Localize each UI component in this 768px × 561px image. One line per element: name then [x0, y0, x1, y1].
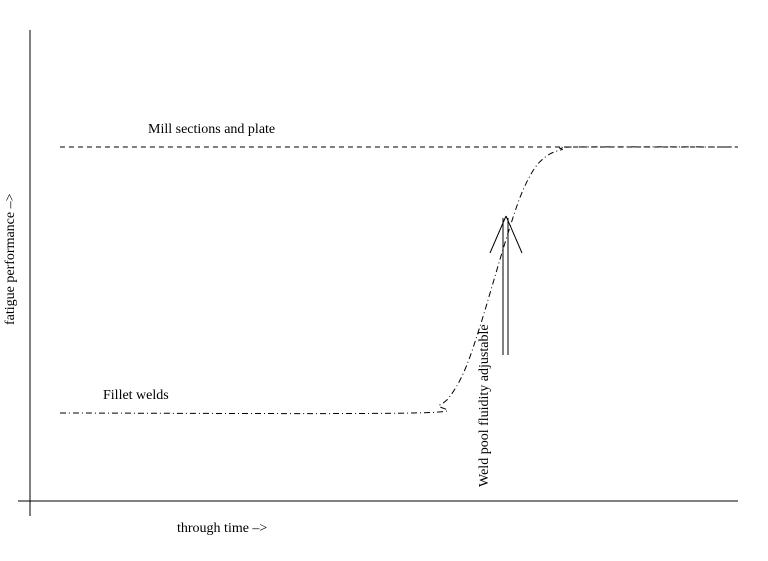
y-axis-label: fatigue performance –>	[3, 193, 18, 325]
series-layer	[59, 146, 739, 415]
upper-line-label: Mill sections and plate	[148, 122, 275, 137]
arrow-annotation	[489, 215, 523, 355]
arrow-head-left	[489, 215, 507, 254]
arrow-head-right	[505, 215, 523, 254]
x-axis-label: through time –>	[177, 521, 267, 536]
series-line-2	[59, 146, 739, 415]
arrow-label: Weld pool fluidity adjustable	[477, 324, 492, 487]
lower-line-label: Fillet welds	[103, 388, 169, 403]
